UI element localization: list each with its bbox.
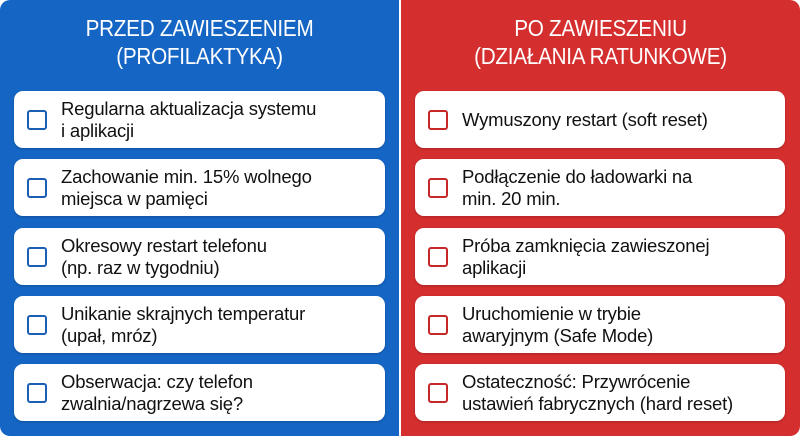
checkbox-icon[interactable] — [27, 314, 47, 335]
item-text: ustawień fabrycznych (hard reset) — [462, 392, 734, 414]
checklist-item[interactable]: Próba zamknięcia zawieszonej aplikacji — [415, 228, 785, 285]
checkbox-icon[interactable] — [428, 382, 448, 403]
checklist-item[interactable]: Uruchomienie w trybie awaryjnym (Safe Mod… — [415, 296, 785, 353]
checkbox-icon[interactable] — [27, 177, 47, 198]
checkbox-icon[interactable] — [428, 109, 448, 130]
title-line: (DZIAŁANIA RATUNKOWE) — [474, 43, 727, 69]
item-text: Próba zamknięcia zawieszonej — [462, 234, 710, 256]
item-text: Obserwacja: czy telefon — [61, 370, 253, 392]
item-text: Wymuszony restart (soft reset) — [462, 108, 708, 130]
checklist-item[interactable]: Podłączenie do ładowarki na min. 20 min. — [415, 159, 785, 216]
item-text: Ostateczność: Przywrócenie — [462, 370, 691, 392]
checklist-item[interactable]: Okresowy restart telefonu (np. raz w tygo… — [14, 228, 385, 285]
checklist-item[interactable]: Unikanie skrajnych temperatur (upał, mróz… — [14, 296, 385, 353]
prevention-panel: PRZED ZAWIESZENIEM (PROFILAKTYKA) Regula… — [0, 0, 399, 436]
checkbox-icon[interactable] — [27, 109, 47, 130]
title-line: PRZED ZAWIESZENIEM — [85, 15, 314, 41]
item-text: Unikanie skrajnych temperatur — [61, 302, 306, 324]
item-text: Okresowy restart telefonu — [61, 234, 267, 256]
item-text: aplikacji — [462, 256, 527, 278]
checkbox-icon[interactable] — [27, 382, 47, 403]
item-text: min. 20 min. — [462, 187, 561, 209]
checklist-item[interactable]: Ostateczność: Przywrócenie ustawień fabry… — [415, 364, 785, 421]
item-text: i aplikacji — [61, 119, 134, 141]
checkbox-icon[interactable] — [428, 177, 448, 198]
item-text: (np. raz w tygodniu) — [61, 256, 220, 278]
item-text: miejsca w pamięci — [61, 187, 208, 209]
item-text: Uruchomienie w trybie — [462, 302, 641, 324]
item-text: Podłączenie do ładowarki na — [462, 165, 693, 187]
title-line: PO ZAWIESZENIU — [514, 15, 687, 41]
checklist-item[interactable]: Obserwacja: czy telefon zwalnia/nagrzewa … — [14, 364, 385, 421]
item-text: zwalnia/nagrzewa się? — [61, 392, 243, 414]
checkbox-icon[interactable] — [428, 246, 448, 267]
checkbox-icon[interactable] — [428, 314, 448, 335]
checklist-item[interactable]: Zachowanie min. 15% wolnego miejsca w pam… — [14, 159, 385, 216]
prevention-title: PRZED ZAWIESZENIEM (PROFILAKTYKA) — [0, 14, 399, 70]
item-text: awaryjnym (Safe Mode) — [462, 324, 654, 346]
title-line: (PROFILAKTYKA) — [116, 43, 283, 69]
checklist-item[interactable]: Wymuszony restart (soft reset) — [415, 91, 785, 148]
checklist-item[interactable]: Regularna aktualizacja systemu i aplikacj… — [14, 91, 385, 148]
item-text: Zachowanie min. 15% wolnego — [61, 165, 312, 187]
rescue-panel: PO ZAWIESZENIU (DZIAŁANIA RATUNKOWE) Wym… — [401, 0, 800, 436]
item-text: Regularna aktualizacja systemu — [61, 97, 317, 119]
item-text: (upał, mróz) — [61, 324, 158, 346]
rescue-title: PO ZAWIESZENIU (DZIAŁANIA RATUNKOWE) — [401, 14, 800, 70]
checkbox-icon[interactable] — [27, 246, 47, 267]
